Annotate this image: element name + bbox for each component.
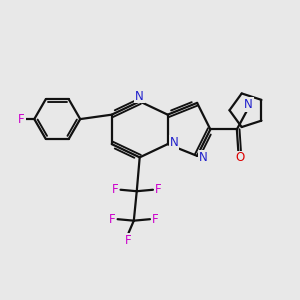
Text: N: N xyxy=(244,98,253,111)
Text: F: F xyxy=(18,112,25,126)
Text: O: O xyxy=(236,152,245,164)
Text: F: F xyxy=(125,234,132,247)
Text: N: N xyxy=(199,151,208,164)
Text: N: N xyxy=(135,90,144,103)
Text: F: F xyxy=(109,213,116,226)
Text: F: F xyxy=(112,183,119,196)
Text: N: N xyxy=(170,136,178,149)
Text: F: F xyxy=(152,213,159,226)
Text: F: F xyxy=(155,183,162,196)
